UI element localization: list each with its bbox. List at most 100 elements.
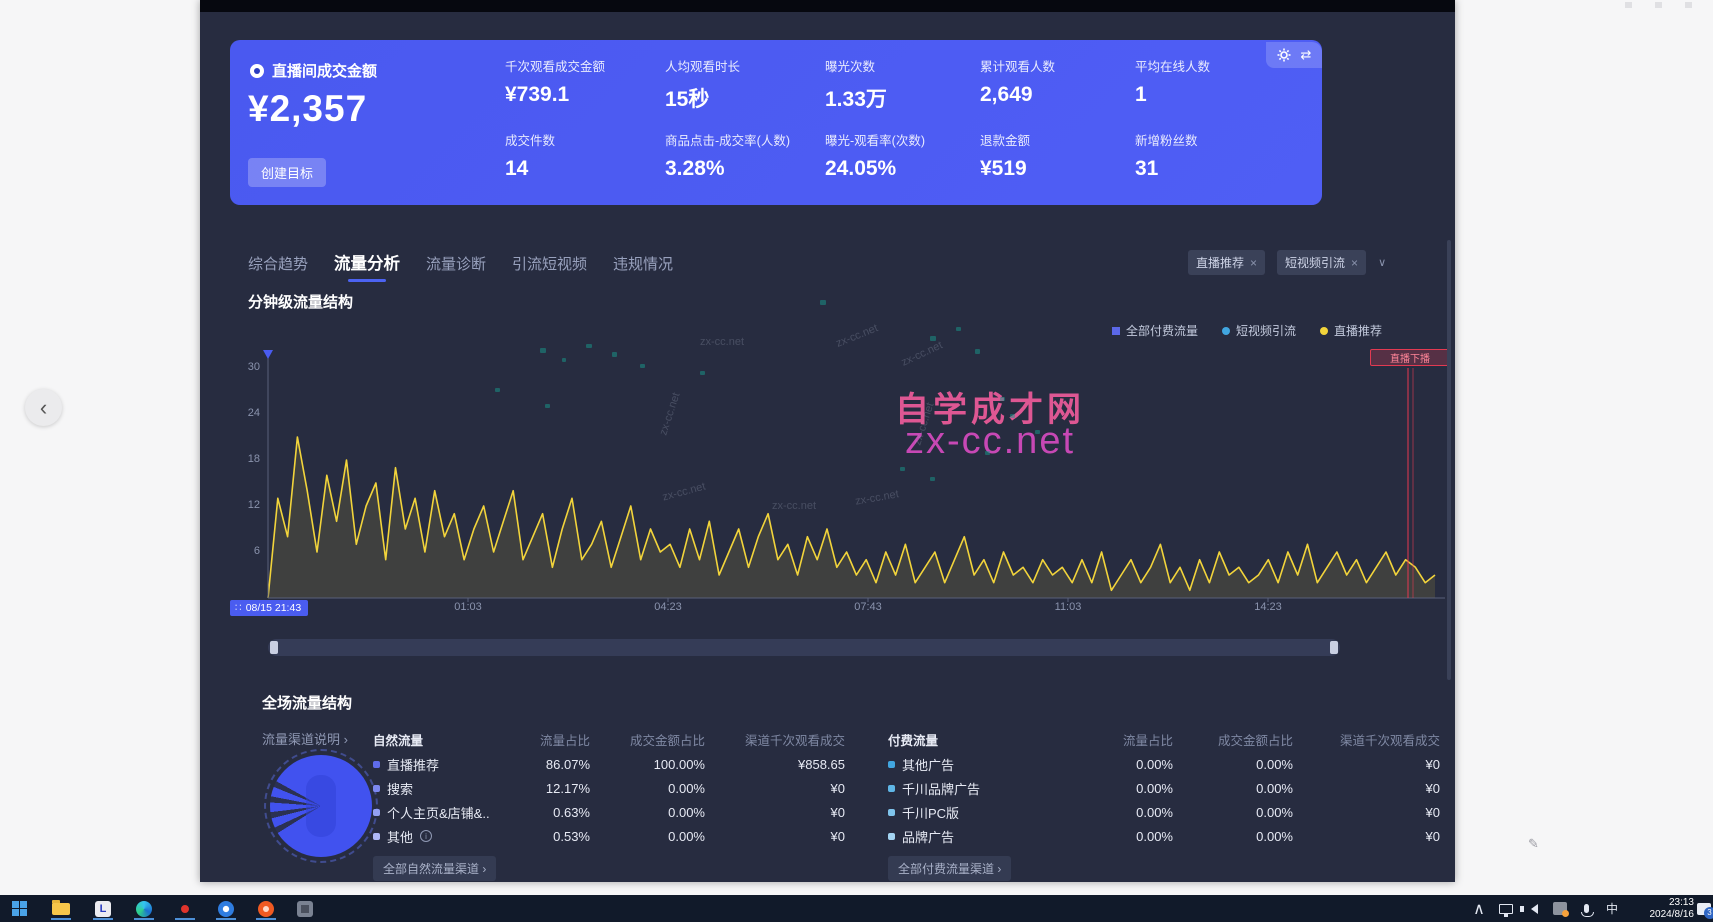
legend-item-short-video[interactable]: 短视频引流 [1222,322,1296,339]
window-control-dot [1655,2,1662,8]
legend-marker [1112,326,1120,335]
table-row[interactable]: 品牌广告 0.00% 0.00% ¥0 [888,824,1440,848]
taskbar-app-1[interactable]: L [88,898,118,920]
tab-traffic-analysis[interactable]: 流量分析 [334,250,400,282]
file-explorer-icon[interactable] [46,898,76,920]
ime-indicator[interactable]: 中 [1605,902,1618,916]
series-bullet [373,832,380,840]
taskbar-clock[interactable]: 23:13 2024/8/16 [1628,897,1695,920]
start-button[interactable] [4,898,34,919]
y-tick-label: 24 [247,407,260,419]
analysis-tabs: 综合趋势 流量分析 流量诊断 引流短视频 违规情况 [248,250,673,282]
tab-violations[interactable]: 违规情况 [613,256,674,273]
table-row[interactable]: 个人主页&店铺&.. 0.63% 0.00% ¥0 [373,800,845,824]
metric-item: 千次观看成交金额 ¥739.1 [505,60,606,106]
datazoom-slider[interactable] [268,639,1340,656]
minute-traffic-chart[interactable] [240,340,1448,602]
notification-center-icon[interactable]: 3 [1694,895,1713,922]
remove-tag-icon[interactable]: × [1250,255,1258,270]
metric-item: 商品点击-成交率(人数) 3.28% [665,134,790,180]
legend-marker [1222,326,1231,335]
metric-item: 退款金额 ¥519 [980,134,1031,180]
series-bullet [373,784,380,792]
notification-badge: 3 [1703,906,1713,919]
windows-logo-icon [11,901,27,916]
channel-filter: 直播推荐 × 短视频引流 × ∨ [1188,250,1386,275]
axis-top-marker-icon [263,350,273,359]
channel-help-link[interactable]: 流量渠道说明 › [262,732,348,747]
metric-item: 成交件数 14 [505,134,556,180]
minute-section-title: 分钟级流量结构 [248,294,354,311]
table-row[interactable]: 直播推荐 86.07% 100.00% ¥858.65 [373,752,845,776]
kpi-panel-tools: ⇄ [1266,42,1322,68]
x-tick-label: 04:23 [654,601,682,613]
taskbar-app-6[interactable] [290,898,320,919]
taskbar-app-4[interactable] [211,898,241,920]
taskbar-app-3[interactable] [170,898,200,920]
series-bullet [888,832,895,840]
metric-item: 人均观看时长 15秒 [665,60,741,111]
series-bullet [373,808,380,816]
natural-traffic-table: 自然流量 流量占比 成交金额占比 渠道千次观看成交 直播推荐 86.07% 10… [373,726,845,848]
remove-tag-icon[interactable]: × [1351,255,1359,270]
legend-item-paid[interactable]: 全部付费流量 [1112,322,1198,339]
filter-tag-short-video[interactable]: 短视频引流 × [1277,250,1367,275]
stream-end-marker-badge: 直播下播 [1370,349,1450,366]
create-goal-button[interactable]: 创建目标 [248,158,327,187]
video-top-bar [200,0,1455,12]
datazoom-left-handle[interactable] [270,641,278,654]
kpi-panel: 直播间成交金额 ¥2,357 创建目标 千次观看成交金额 ¥739.1 人均观看时… [230,40,1322,205]
table-header: 自然流量 流量占比 成交金额占比 渠道千次观看成交 [373,733,845,748]
tab-short-video[interactable]: 引流短视频 [512,256,588,273]
metric-item: 平均在线人数 1 [1135,60,1211,106]
drag-dots-icon: ∷ [235,602,242,614]
tab-traffic-diagnosis[interactable]: 流量诊断 [426,256,487,273]
taskbar-app-2[interactable] [129,898,159,920]
info-icon[interactable]: i [420,830,433,842]
chevron-down-icon[interactable]: ∨ [1378,257,1387,269]
window-control-dot [1685,2,1692,8]
tray-app-icon[interactable] [1548,895,1572,922]
all-natural-channels-link[interactable]: 全部自然流量渠道 › [373,856,497,881]
datazoom-right-handle[interactable] [1330,641,1338,654]
edit-pen-icon[interactable]: ✎ [1528,836,1539,851]
swap-icon[interactable]: ⇄ [1300,47,1312,62]
metric-item: 累计观看人数 2,649 [980,60,1056,106]
gear-icon[interactable] [1277,48,1291,62]
legend-item-live-recommend[interactable]: 直播推荐 [1320,322,1382,339]
paid-traffic-table: 付费流量 流量占比 成交金额占比 渠道千次观看成交 其他广告 0.00% 0.0… [888,726,1440,848]
volume-icon[interactable] [1519,895,1546,922]
page-scrollbar[interactable] [1447,240,1451,680]
chevron-right-icon: › [343,732,348,747]
table-row[interactable]: 其他广告 0.00% 0.00% ¥0 [888,752,1440,776]
microphone-icon[interactable] [1574,895,1598,922]
metric-item: 曝光次数 1.33万 [825,60,887,111]
all-paid-channels-link[interactable]: 全部付费流量渠道 › [888,856,1012,881]
table-row[interactable]: 搜索 12.17% 0.00% ¥0 [373,776,845,800]
traffic-line-series [267,436,1436,599]
table-row[interactable]: 其他 i 0.53% 0.00% ¥0 [373,824,845,848]
chevron-right-icon: › [482,862,487,876]
hidden-icons-chevron[interactable]: ∧ [1473,900,1485,918]
table-row[interactable]: 千川PC版 0.00% 0.00% ¥0 [888,800,1440,824]
noise-dot [820,300,826,305]
dashboard-screen: 直播间成交金额 ¥2,357 创建目标 千次观看成交金额 ¥739.1 人均观看时… [200,0,1455,882]
kpi-metrics-grid: 千次观看成交金额 ¥739.1 人均观看时长 15秒 曝光次数 1.33万 累计观看人… [505,56,1295,204]
table-row[interactable]: 千川品牌广告 0.00% 0.00% ¥0 [888,776,1440,800]
x-axis-ticks [467,598,1269,602]
taskbar-app-5[interactable] [251,898,281,920]
legend-marker [1320,326,1329,335]
series-bullet [888,784,895,792]
series-bullet [373,760,380,768]
series-bullet [888,760,895,768]
tab-overall-trend[interactable]: 综合趋势 [248,256,309,273]
date: 2024/8/16 [1649,908,1695,920]
back-chevron-button[interactable]: ‹ [25,389,62,426]
metric-item: 曝光-观看率(次数) 24.05% [825,134,925,180]
traffic-area-fill [268,437,1435,598]
x-start-time-badge: ∷ 08/15 21:43 [230,600,309,616]
network-icon[interactable] [1494,895,1518,922]
y-tick-label: 30 [247,361,260,373]
traffic-donut-chart[interactable] [264,749,378,863]
filter-tag-live-recommend[interactable]: 直播推荐 × [1188,250,1266,275]
